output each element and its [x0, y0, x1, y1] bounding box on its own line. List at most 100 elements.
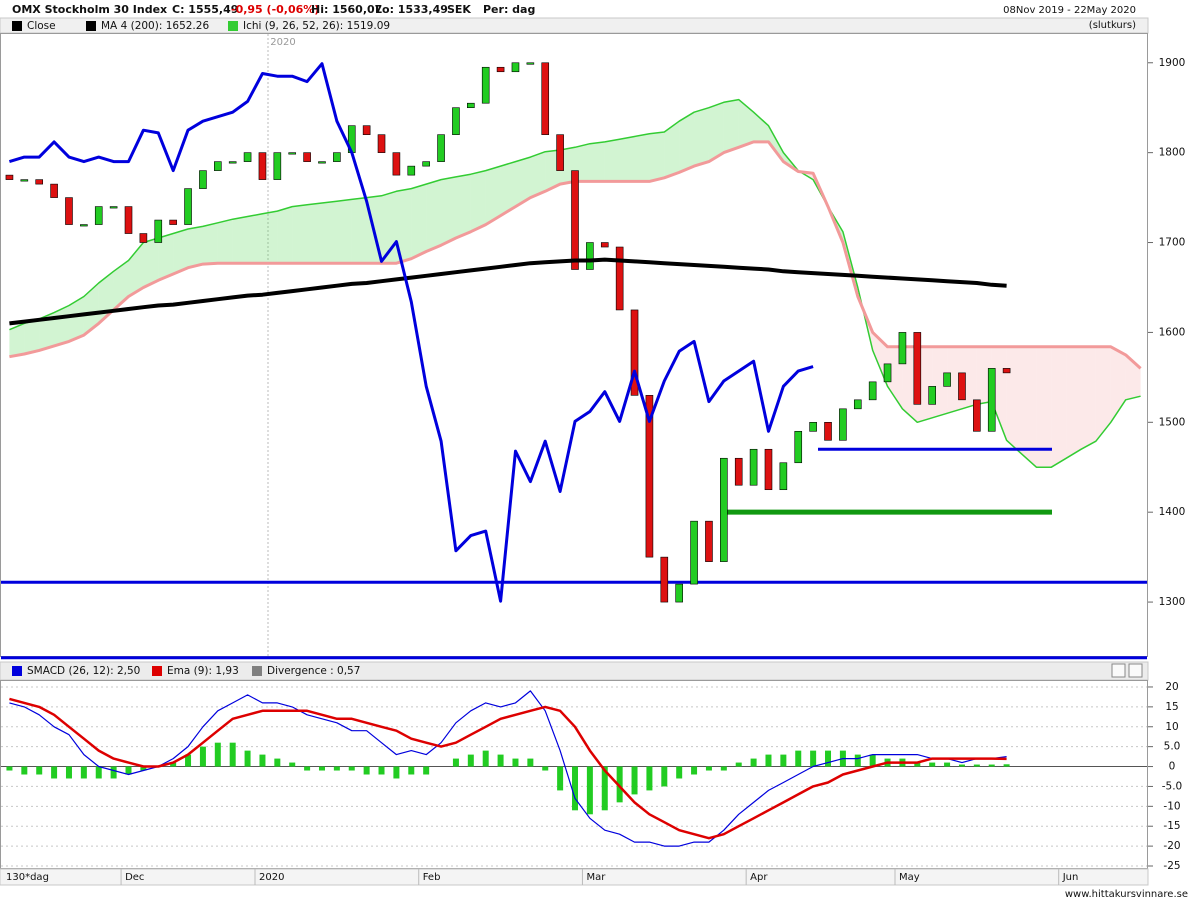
- y-tick-label: 10: [1165, 721, 1178, 733]
- divergence-bar: [304, 766, 311, 771]
- quote-currency: SEK: [447, 3, 471, 16]
- divergence-bar: [512, 758, 519, 767]
- divergence-bar: [572, 766, 578, 811]
- cloud-fill: [351, 197, 367, 264]
- candle: [184, 188, 192, 225]
- divergence-bar: [691, 766, 698, 775]
- divergence-bar: [765, 754, 772, 767]
- candle: [258, 152, 267, 180]
- divergence-bar: [735, 762, 742, 767]
- candle: [5, 174, 14, 180]
- cloud-fill: [277, 206, 293, 264]
- candle: [541, 62, 550, 135]
- divergence-bar: [170, 762, 177, 767]
- legend-label: Ema (9): 1,93: [167, 665, 239, 677]
- cloud-fill: [173, 229, 188, 274]
- moving-average-line: [9, 257, 1007, 326]
- cloud-fill: [1081, 346, 1096, 450]
- cloud-fill: [1021, 346, 1037, 468]
- cloud-fill: [322, 201, 337, 264]
- y-tick-label: 1400: [1159, 506, 1186, 518]
- cloud-fill: [753, 112, 769, 142]
- date-range: 08Nov 2019 - 22May 2020: [1003, 5, 1136, 16]
- cloud-fill: [708, 102, 724, 162]
- x-tick-label: May: [899, 872, 920, 883]
- y-tick-label: 1900: [1159, 57, 1186, 69]
- comparison-line: [8, 62, 814, 603]
- cloud-fill: [24, 318, 40, 354]
- divergence-bar: [750, 758, 757, 767]
- candle: [675, 583, 683, 603]
- cloud-fill: [232, 216, 248, 264]
- candle: [600, 242, 609, 248]
- divergence-bar: [289, 762, 296, 767]
- candle: [630, 309, 639, 396]
- divergence-bar: [452, 758, 459, 767]
- divergence-bar: [705, 766, 712, 771]
- chart-title: OMX Stockholm 30 Index: [12, 3, 167, 16]
- cloud-fill: [1066, 346, 1081, 459]
- tool-icon[interactable]: [1128, 663, 1143, 678]
- x-period: 130*dag: [6, 872, 49, 883]
- divergence-bar: [214, 742, 221, 767]
- candle: [407, 165, 416, 176]
- cloud-fill: [292, 204, 308, 264]
- cloud-fill: [217, 219, 233, 264]
- candle: [720, 457, 728, 562]
- candle: [690, 520, 698, 585]
- quote-high: Hi: 1560,07: [311, 3, 382, 16]
- smacd-line: [9, 690, 1007, 847]
- candle: [705, 520, 713, 562]
- quote-close: C: 1555,49: [172, 3, 238, 16]
- divergence-bar: [199, 746, 206, 767]
- divergence-bar: [80, 766, 87, 779]
- cloud-fill: [619, 136, 635, 182]
- legend-label: Divergence : 0,57: [267, 665, 360, 677]
- candle: [794, 430, 803, 464]
- legend-swatch: [12, 21, 22, 31]
- candle: [35, 179, 44, 185]
- y-tick-label: 20: [1165, 681, 1178, 693]
- y-tick-label: -10: [1163, 800, 1180, 812]
- cloud-fill: [664, 121, 680, 178]
- cloud-fill: [83, 283, 99, 336]
- divergence-bar: [542, 766, 549, 771]
- cloud-fill: [604, 139, 620, 182]
- quote-low: Lo: 1533,49: [375, 3, 448, 16]
- candle: [824, 422, 832, 441]
- y-tick-label: 1800: [1159, 147, 1186, 159]
- cloud-fill: [1095, 346, 1111, 442]
- cloud-fill: [723, 99, 739, 153]
- candle: [660, 556, 669, 603]
- candle: [809, 422, 817, 432]
- cloud-fill: [470, 170, 486, 232]
- candle: [913, 332, 922, 405]
- tool-icon[interactable]: [1111, 663, 1126, 678]
- cloud-fill: [113, 260, 129, 310]
- candle: [362, 125, 371, 135]
- legend-label: SMACD (26, 12): 2,50: [27, 665, 140, 677]
- ema-line: [9, 697, 1007, 840]
- cloud-fill: [202, 222, 218, 265]
- y-tick-label: 5.0: [1164, 741, 1181, 753]
- x-tick-label: Dec: [125, 872, 144, 883]
- candle: [109, 206, 118, 209]
- divergence-bar: [125, 766, 132, 775]
- divergence-bar: [482, 750, 489, 767]
- candle: [199, 170, 207, 189]
- divergence-bar: [720, 766, 727, 771]
- y-tick-label: 1600: [1159, 326, 1186, 338]
- cloud-fill: [411, 184, 427, 259]
- divergence-bar: [1003, 764, 1010, 767]
- candle: [333, 152, 341, 162]
- divergence-bar: [274, 758, 281, 767]
- candle: [898, 332, 907, 365]
- legend-swatch: [12, 666, 22, 676]
- candle: [973, 399, 981, 432]
- divergence-bar: [51, 766, 58, 779]
- candle: [928, 386, 936, 405]
- candle: [392, 152, 401, 176]
- candle: [94, 206, 103, 225]
- cloud-fill: [188, 226, 203, 268]
